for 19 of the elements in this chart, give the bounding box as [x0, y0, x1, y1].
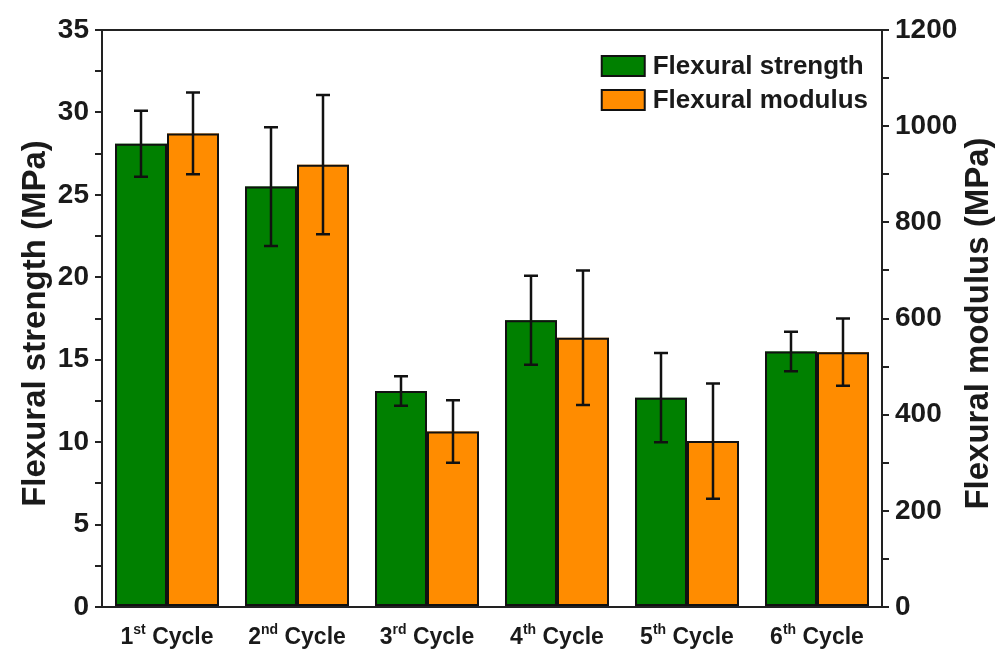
y2-tick-label: 400 [895, 397, 942, 429]
y2-tick-label: 200 [895, 493, 942, 525]
y-tick-label: 0 [73, 589, 89, 621]
y-tick-label: 25 [57, 177, 89, 209]
y2-tick-label: 0 [895, 589, 911, 621]
y-tick-label: 35 [57, 12, 89, 44]
y-tick-label: 15 [57, 342, 89, 374]
y2-tick-label: 600 [895, 301, 942, 333]
y2-tick-label: 1000 [895, 108, 958, 140]
y-tick-label: 10 [57, 424, 89, 456]
y-axis-title: Flexural strength (MPa) [15, 140, 52, 507]
y2-tick-label: 800 [895, 205, 942, 237]
y-tick-label: 5 [73, 507, 89, 539]
y2-axis-title: Flexural modulus (MPa) [958, 137, 995, 510]
y-tick-label: 20 [57, 260, 89, 291]
y-tick-label: 30 [57, 95, 89, 127]
legend-label: Flexural modulus [652, 84, 868, 115]
legend-label: Flexural strength [652, 50, 864, 81]
y2-tick-label: 1200 [895, 12, 958, 44]
